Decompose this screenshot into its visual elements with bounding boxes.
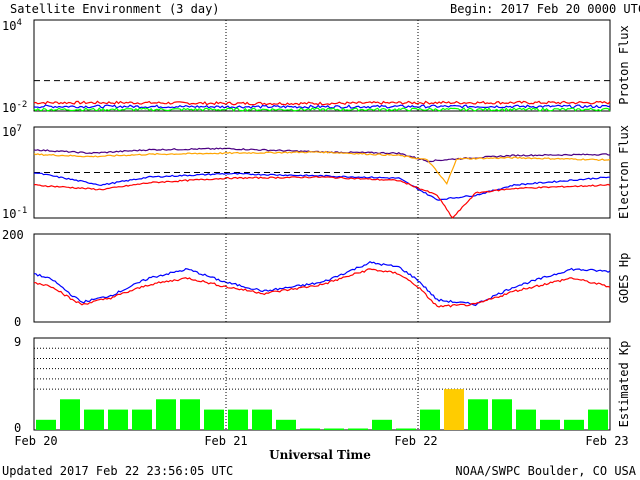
proton-ytick-bottom: 10-2: [2, 100, 27, 115]
proton-series-green: [33, 107, 611, 112]
proton-plot-frame: [33, 19, 611, 112]
updated-timestamp: Updated 2017 Feb 22 23:56:05 UTC: [2, 464, 233, 478]
kp-bar: [420, 409, 440, 430]
kp-bar: [324, 428, 344, 430]
kp-ylabel: Estimated Kp: [617, 341, 631, 428]
kp-bar: [156, 399, 176, 430]
kp-bar: [348, 428, 368, 430]
kp-bar: [204, 409, 224, 430]
proton-series-blue: [33, 104, 611, 109]
kp-bar: [468, 399, 488, 430]
kp-bar: [132, 409, 152, 430]
kp-bar: [396, 428, 416, 430]
proton-panel: 104 10-2 Proton Flux: [2, 18, 631, 115]
kp-bar: [372, 419, 392, 430]
goes-hp-series-blue: [33, 260, 611, 307]
kp-plot-frame: [33, 337, 611, 431]
kp-bar: [108, 409, 128, 430]
proton-ylabel: Proton Flux: [617, 25, 631, 104]
kp-bar: [492, 399, 512, 430]
kp-bar: [228, 409, 248, 430]
kp-bar: [300, 428, 320, 430]
kp-bar: [180, 399, 200, 430]
xtick-feb22: Feb 22: [394, 434, 437, 448]
goes-hp-ylabel: GOES Hp: [617, 253, 631, 304]
electron-series-orange: [33, 150, 611, 186]
xtick-feb23: Feb 23: [585, 434, 628, 448]
electron-ylabel: Electron Flux: [617, 125, 631, 219]
goes-hp-ytick-bottom: 0: [14, 315, 21, 329]
electron-ytick-bottom: 10-1: [2, 206, 27, 221]
chart-title: Satellite Environment (3 day): [10, 2, 220, 16]
source-credit: NOAA/SWPC Boulder, CO USA: [455, 464, 636, 478]
proton-ytick-top: 104: [2, 18, 22, 33]
kp-bar: [564, 419, 584, 430]
kp-bar: [60, 399, 80, 430]
goes-hp-series-group: [33, 260, 611, 308]
begin-label: Begin: 2017 Feb 20 0000 UTC: [450, 2, 640, 16]
electron-series-blue: [33, 172, 610, 201]
electron-panel: 107 10-1 Electron Flux: [2, 124, 631, 221]
kp-bars-group: [36, 389, 608, 430]
kp-bar: [84, 409, 104, 430]
xtick-feb20: Feb 20: [14, 434, 57, 448]
kp-bar: [444, 389, 464, 430]
x-axis-label: Universal Time: [269, 448, 371, 462]
kp-bar: [36, 419, 56, 430]
kp-bar: [276, 419, 296, 430]
day-separator-lines: [225, 20, 419, 430]
goes-hp-series-red: [34, 268, 611, 308]
kp-ytick-bottom: 0: [14, 421, 21, 435]
xtick-feb21: Feb 21: [204, 434, 247, 448]
electron-series-group: [33, 147, 611, 219]
goes-hp-plot-frame: [33, 233, 611, 323]
proton-series-group: [33, 100, 611, 112]
electron-ytick-top: 107: [2, 124, 22, 139]
kp-panel: 9 0 Estimated Kp: [14, 335, 631, 435]
kp-ytick-top: 9: [14, 335, 21, 349]
kp-bar: [516, 409, 536, 430]
goes-hp-panel: 200 0 GOES Hp: [2, 228, 631, 329]
goes-hp-ytick-top: 200: [2, 228, 24, 242]
kp-bar: [252, 409, 272, 430]
kp-bar: [588, 409, 608, 430]
electron-plot-frame: [33, 126, 611, 219]
kp-gridlines: [34, 347, 610, 390]
electron-series-red: [34, 175, 611, 219]
kp-bar: [540, 419, 560, 430]
proton-series-red: [33, 100, 611, 106]
